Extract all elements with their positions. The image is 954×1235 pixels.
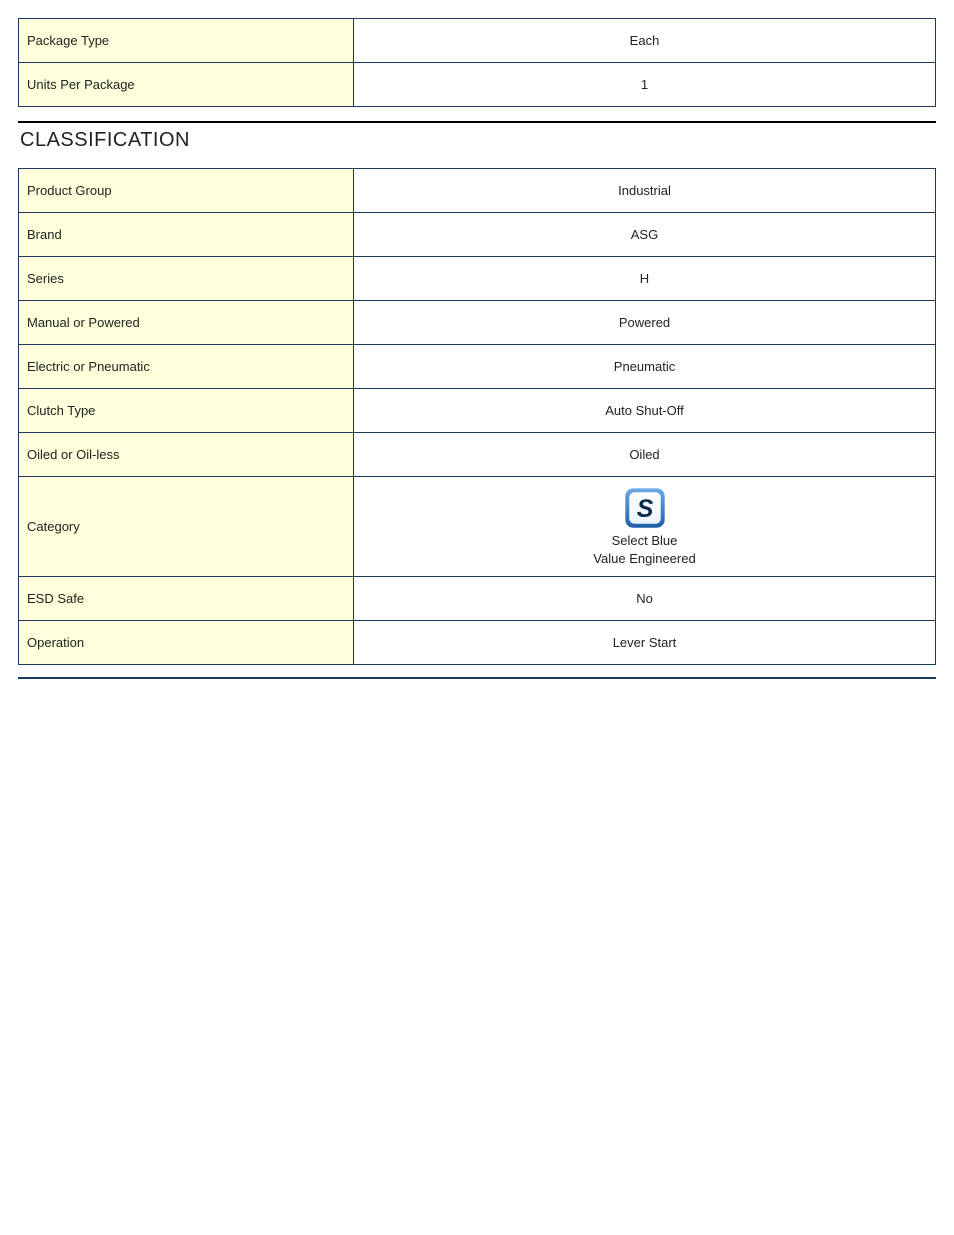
spec-label: Clutch Type xyxy=(19,389,354,433)
section-bottom-divider xyxy=(18,677,936,679)
table-row: Category xyxy=(19,477,936,577)
spec-value: Pneumatic xyxy=(354,345,936,389)
spec-value: Auto Shut-Off xyxy=(354,389,936,433)
svg-text:S: S xyxy=(636,495,653,523)
table-row: Operation Lever Start xyxy=(19,621,936,665)
spec-label: Brand xyxy=(19,213,354,257)
spec-value: Oiled xyxy=(354,433,936,477)
spec-value: 1 xyxy=(354,63,936,107)
spec-label: Manual or Powered xyxy=(19,301,354,345)
spec-value-category: S Select Blue Value Engineered xyxy=(354,477,936,577)
spec-value: Lever Start xyxy=(354,621,936,665)
spec-value: Powered xyxy=(354,301,936,345)
spec-label: Operation xyxy=(19,621,354,665)
section-title: CLASSIFICATION xyxy=(20,129,936,152)
spec-label: Category xyxy=(19,477,354,577)
table-row: Units Per Package 1 xyxy=(19,63,936,107)
spec-label: Units Per Package xyxy=(19,63,354,107)
spec-label: Series xyxy=(19,257,354,301)
spec-label: Package Type xyxy=(19,19,354,63)
table-row: Oiled or Oil-less Oiled xyxy=(19,433,936,477)
table-row: ESD Safe No xyxy=(19,577,936,621)
table-row: Electric or Pneumatic Pneumatic xyxy=(19,345,936,389)
spec-label: ESD Safe xyxy=(19,577,354,621)
spec-value: Industrial xyxy=(354,169,936,213)
table-row: Clutch Type Auto Shut-Off xyxy=(19,389,936,433)
spec-label: Oiled or Oil-less xyxy=(19,433,354,477)
spec-label: Product Group xyxy=(19,169,354,213)
select-blue-s-icon: S xyxy=(624,487,666,529)
classification-table: Product Group Industrial Brand ASG Serie… xyxy=(18,168,936,665)
spec-value: ASG xyxy=(354,213,936,257)
section-divider xyxy=(18,121,936,123)
category-line2: Value Engineered xyxy=(593,551,695,567)
table-row: Series H xyxy=(19,257,936,301)
spec-value: Each xyxy=(354,19,936,63)
table-row: Package Type Each xyxy=(19,19,936,63)
table-row: Product Group Industrial xyxy=(19,169,936,213)
table-row: Brand ASG xyxy=(19,213,936,257)
spec-value: No xyxy=(354,577,936,621)
category-line1: Select Blue xyxy=(612,533,678,549)
top-spec-table: Package Type Each Units Per Package 1 xyxy=(18,18,936,107)
spec-value: H xyxy=(354,257,936,301)
table-row: Manual or Powered Powered xyxy=(19,301,936,345)
spec-label: Electric or Pneumatic xyxy=(19,345,354,389)
